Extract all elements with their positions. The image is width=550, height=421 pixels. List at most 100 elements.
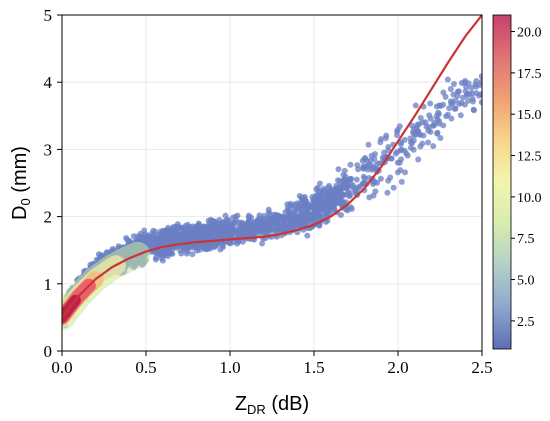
scatter-point <box>246 230 253 237</box>
scatter-point <box>344 207 351 214</box>
colorbar-tick-label: 17.5 <box>517 67 542 82</box>
scatter-point <box>301 193 308 200</box>
colorbar-ticks: 2.5 5.0 7.5 10.0 12.5 15.0 17.5 20.0 <box>511 26 542 330</box>
y-ticks: 0 1 2 3 4 5 <box>44 6 62 361</box>
scatter-point <box>256 212 263 219</box>
y-axis-label-sub: 0 <box>18 198 33 205</box>
scatter-point <box>169 250 176 257</box>
x-tick-label: 1.5 <box>303 358 324 377</box>
scatter-point <box>141 227 148 234</box>
scatter-point <box>333 185 340 192</box>
colorbar-tick-label: 15.0 <box>517 108 542 123</box>
scatter-point <box>398 178 405 185</box>
scatter-point <box>390 184 397 191</box>
scatter-point <box>458 80 465 86</box>
colorbar-tick-label: 5.0 <box>517 274 535 289</box>
x-axis-label-suffix: (dB) <box>266 393 309 415</box>
scatter-point <box>341 167 348 174</box>
x-tick-label: 1.0 <box>219 358 240 377</box>
y-tick-label: 3 <box>44 140 53 159</box>
scatter-point <box>301 203 308 210</box>
scatter-point <box>454 88 461 95</box>
scatter-point <box>267 226 274 233</box>
scatter-point <box>329 200 336 207</box>
scatter-point <box>226 230 233 237</box>
colorbar-tick-label: 20.0 <box>517 26 542 41</box>
scatter-point <box>372 151 378 157</box>
scatter-point <box>179 231 186 238</box>
x-tick-label: 0.5 <box>135 358 156 377</box>
plot-background <box>62 15 482 351</box>
scatter-point <box>412 102 419 109</box>
scatter-point <box>238 220 245 227</box>
scatter-point <box>440 122 447 129</box>
scatter-point <box>363 163 370 170</box>
scatter-point <box>451 105 458 112</box>
scatter-point <box>392 150 399 157</box>
scatter-point <box>444 76 451 83</box>
scatter-point <box>434 116 441 123</box>
scatter-point <box>355 166 362 173</box>
scatter-point <box>359 157 366 164</box>
scatter-point <box>150 227 157 234</box>
scatter-point <box>437 135 444 141</box>
scatter-point <box>347 161 354 168</box>
scatter-point <box>228 221 235 228</box>
scatter-point <box>201 245 208 252</box>
scatter-point <box>187 225 194 232</box>
scatter-point <box>478 73 482 80</box>
scatter-point <box>402 169 408 176</box>
scatter-point <box>341 180 347 187</box>
scatter-point <box>385 147 392 154</box>
x-tick-label: 2.5 <box>471 358 492 377</box>
scatter-point <box>365 141 372 148</box>
scatter-point <box>473 83 480 90</box>
scatter-point <box>425 139 432 146</box>
scatter-point <box>304 232 311 239</box>
scatter-point <box>378 136 385 142</box>
scatter-point <box>296 216 303 222</box>
scatter-point <box>471 107 477 114</box>
scatter-point <box>427 100 434 107</box>
scatter-point <box>165 234 172 241</box>
plot-frame <box>61 14 483 352</box>
scatter-point <box>259 240 266 247</box>
scatter-point <box>193 244 200 251</box>
fit-line-group <box>62 15 482 319</box>
scatter-point <box>178 250 185 257</box>
scatter-point <box>388 155 395 162</box>
scatter-point <box>156 238 163 245</box>
scatter-point <box>364 157 371 164</box>
scatter-point <box>394 159 401 166</box>
scatter-point <box>446 105 453 112</box>
scatter-point <box>297 222 303 229</box>
scatter-point <box>383 132 390 139</box>
scatter-point <box>245 214 252 221</box>
scatter-point <box>170 231 177 238</box>
scatter-point <box>433 103 440 110</box>
y-tick-label: 5 <box>44 6 53 25</box>
scatter-point <box>410 126 417 133</box>
scatter-point <box>335 166 342 173</box>
scatter-point <box>282 209 289 216</box>
scatter-point <box>288 220 295 227</box>
scatter-point <box>236 227 243 234</box>
scatter-point <box>207 245 214 252</box>
scatter-point <box>184 236 191 243</box>
scatter-point <box>200 223 207 230</box>
x-axis-label-main: Z <box>235 393 247 415</box>
scatter-point <box>282 216 289 223</box>
scatter-point <box>370 181 377 187</box>
scatter-point <box>294 205 301 212</box>
scatter-point <box>452 97 459 104</box>
x-tick-label: 2.0 <box>387 358 408 377</box>
scatter-point <box>476 92 482 99</box>
scatter-point <box>189 251 196 258</box>
scatter-point <box>287 215 294 222</box>
scatter-point <box>219 244 226 251</box>
scatter-point <box>372 188 379 195</box>
scatter-point <box>294 200 301 207</box>
scatter-point <box>435 111 442 118</box>
scatter-point <box>353 176 360 183</box>
scatter-point <box>266 219 273 225</box>
